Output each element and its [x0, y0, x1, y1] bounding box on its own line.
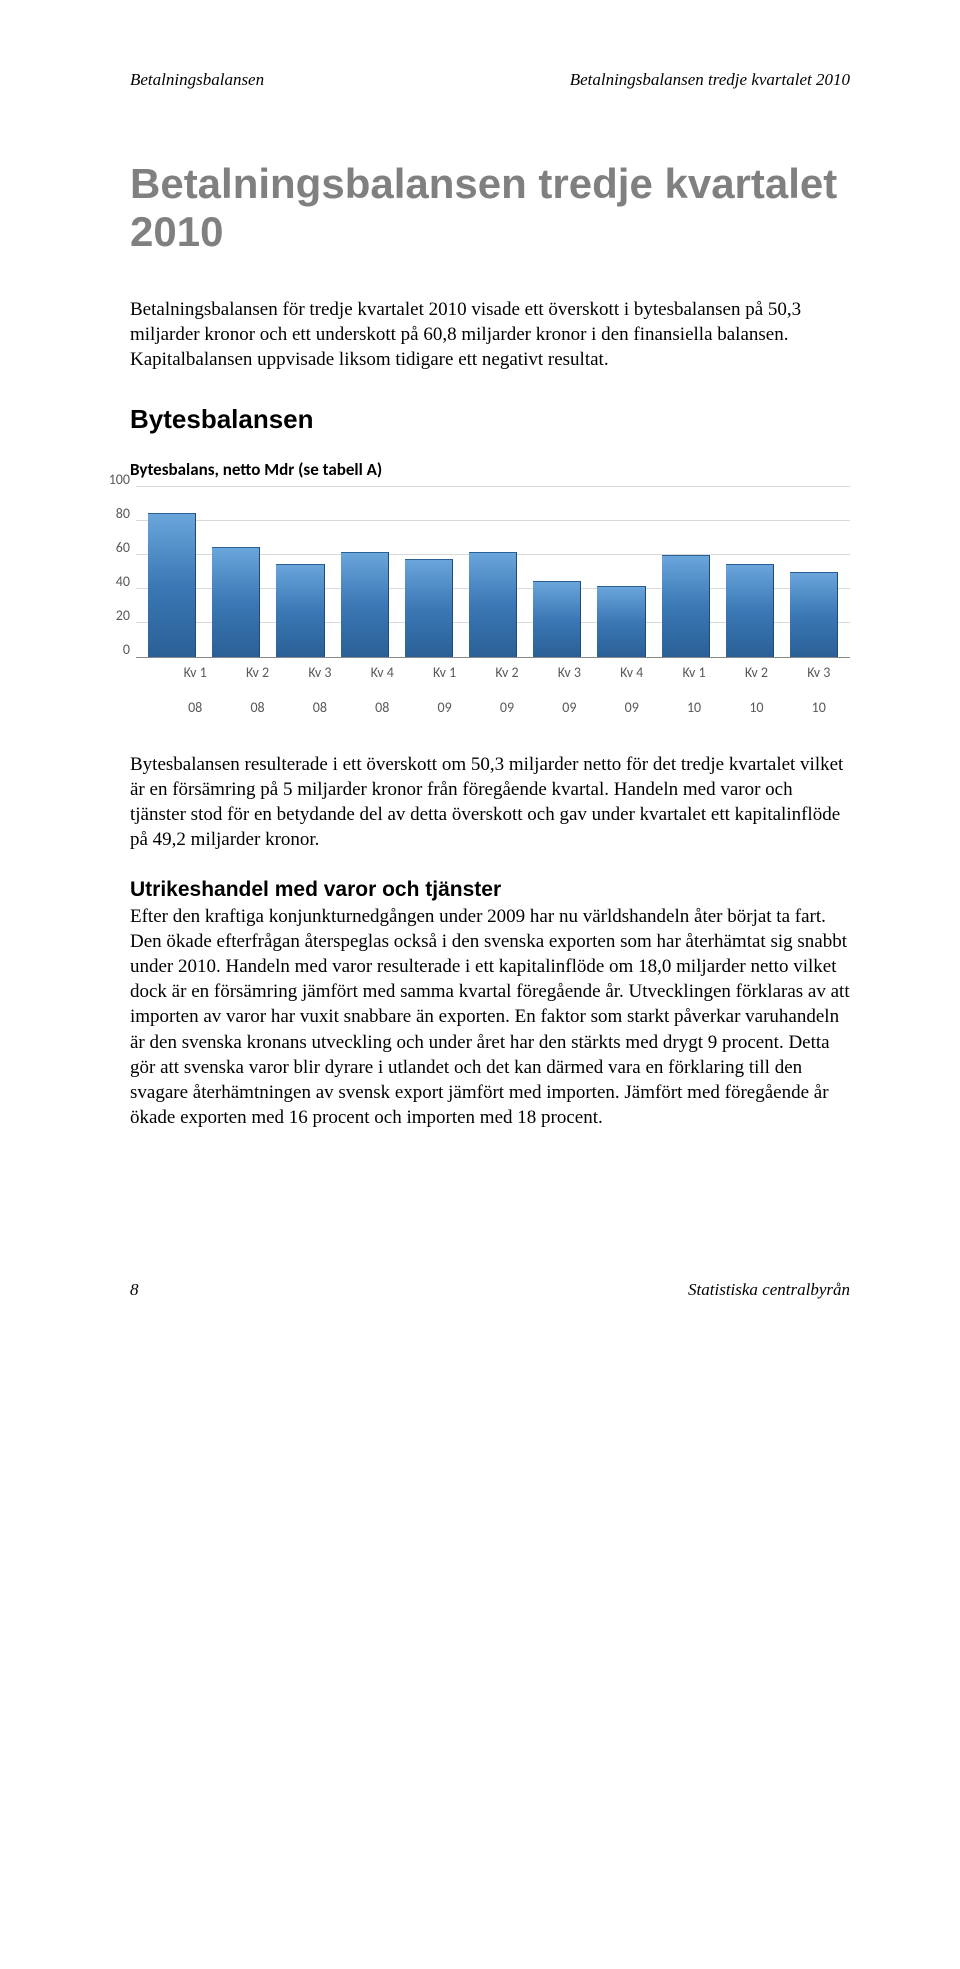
chart-bar: [790, 572, 838, 657]
chart-x-axis: Kv 108Kv 208Kv 308Kv 408Kv 109Kv 209Kv 3…: [164, 658, 850, 716]
chart-bar: [597, 586, 645, 657]
chart-x-tick: Kv 408: [351, 658, 413, 716]
chart-x-tick: Kv 409: [601, 658, 663, 716]
page-title: Betalningsbalansen tredje kvartalet 2010: [130, 160, 850, 257]
page-footer: 8 Statistiska centralbyrån: [130, 1280, 850, 1300]
chart-bar: [341, 552, 389, 657]
running-header: Betalningsbalansen Betalningsbalansen tr…: [130, 70, 850, 90]
chart-plot-area: 100806040200: [130, 488, 850, 658]
chart-x-tick: Kv 210: [725, 658, 787, 716]
chart-title: Bytesbalans, netto Mdr (se tabell A): [130, 459, 850, 480]
chart-x-tick: Kv 209: [476, 658, 538, 716]
chart-x-tick: Kv 208: [226, 658, 288, 716]
chart-bar: [212, 547, 260, 657]
chart-bar: [148, 513, 196, 657]
chart-x-tick: Kv 308: [289, 658, 351, 716]
section-heading-bytesbalansen: Bytesbalansen: [130, 404, 850, 435]
chart-x-tick: Kv 309: [538, 658, 600, 716]
chart-bars-group: [136, 488, 850, 657]
running-header-right: Betalningsbalansen tredje kvartalet 2010: [570, 70, 850, 90]
chart-bytesbalans: Bytesbalans, netto Mdr (se tabell A) 100…: [130, 459, 850, 716]
chart-bar: [662, 555, 710, 656]
chart-x-tick: Kv 108: [164, 658, 226, 716]
chart-x-tick: Kv 310: [788, 658, 850, 716]
chart-bar: [276, 564, 324, 657]
chart-gridline: [136, 486, 850, 487]
paragraph-utrikeshandel: Efter den kraftiga konjunkturnedgången u…: [130, 904, 850, 1130]
chart-plot: [136, 488, 850, 658]
running-header-left: Betalningsbalansen: [130, 70, 264, 90]
chart-bar: [726, 564, 774, 657]
paragraph-bytesbalansen-result: Bytesbalansen resulterade i ett överskot…: [130, 752, 850, 852]
page-number: 8: [130, 1280, 139, 1300]
chart-x-tick: Kv 110: [663, 658, 725, 716]
chart-bar: [405, 559, 453, 657]
subheading-utrikeshandel: Utrikeshandel med varor och tjänster: [130, 878, 850, 902]
publisher-name: Statistiska centralbyrån: [688, 1280, 850, 1300]
chart-x-tick: Kv 109: [413, 658, 475, 716]
chart-bar: [533, 581, 581, 657]
chart-bar: [469, 552, 517, 657]
intro-paragraph: Betalningsbalansen för tredje kvartalet …: [130, 297, 850, 372]
